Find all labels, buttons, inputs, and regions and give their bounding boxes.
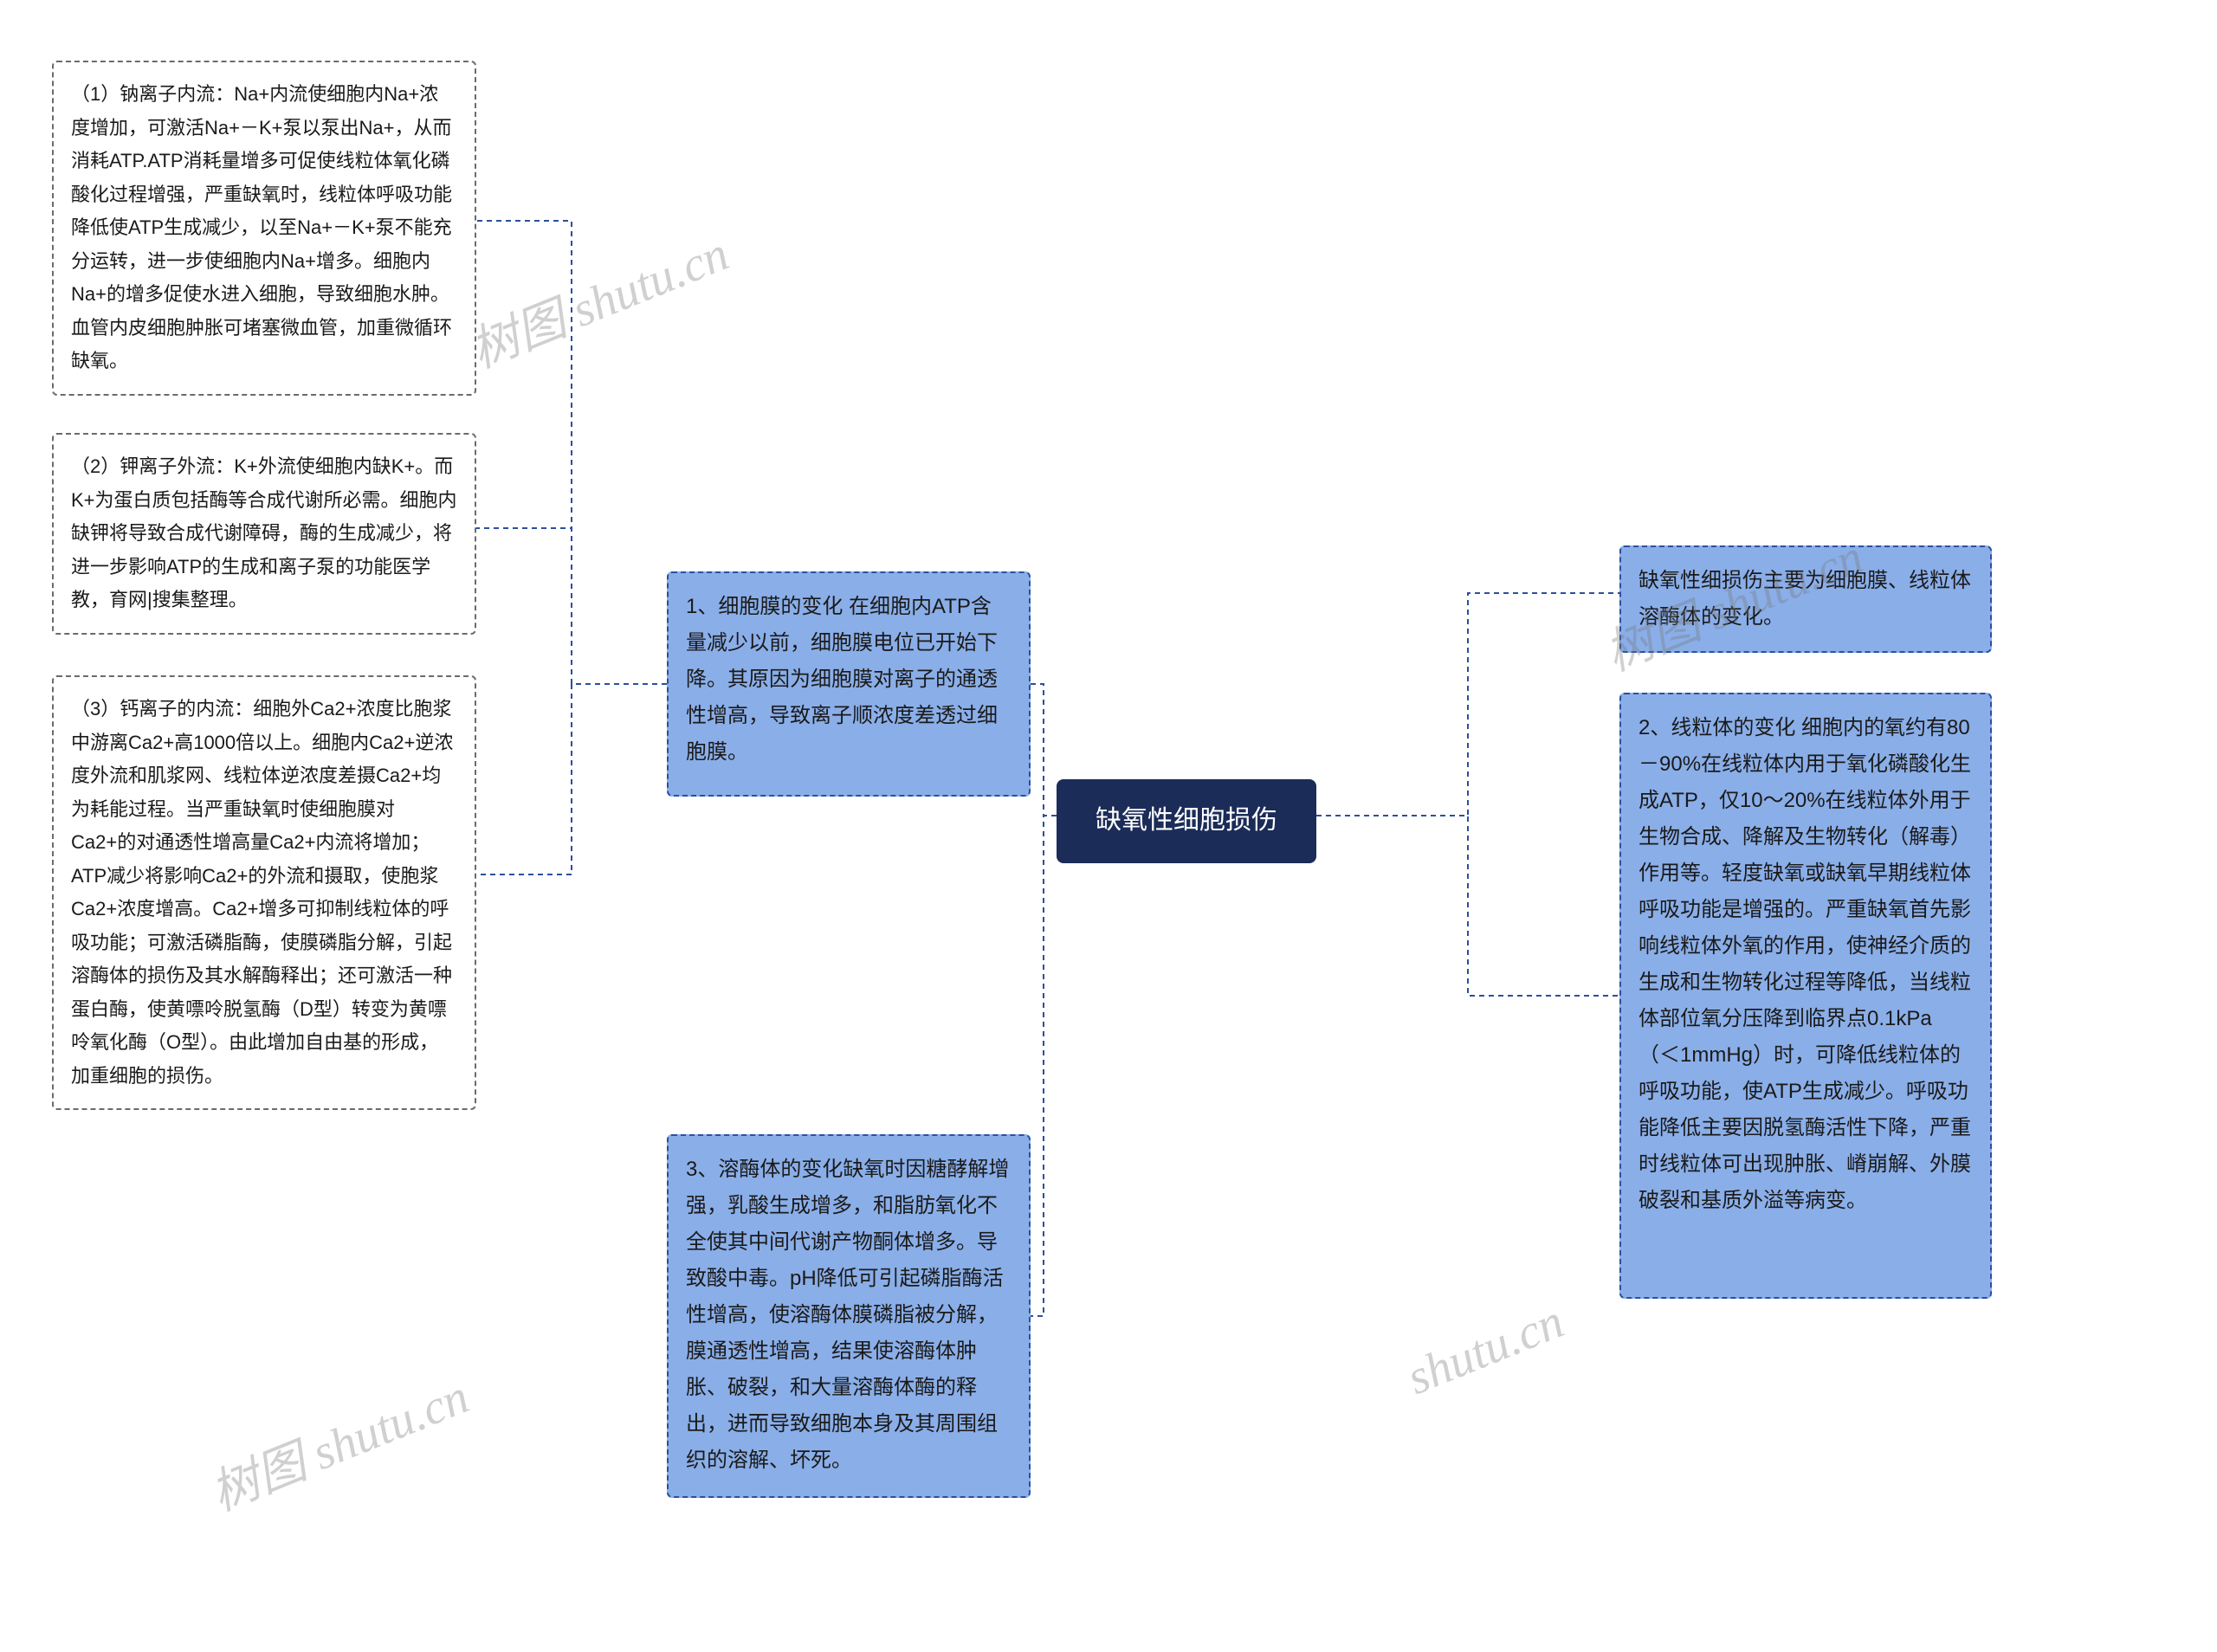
branch-3[interactable]: 3、溶酶体的变化缺氧时因糖酵解增强，乳酸生成增多，和脂肪氧化不全使其中间代谢产物…: [667, 1134, 1031, 1498]
branch-1-child-2[interactable]: （2）钾离子外流：K+外流使细胞内缺K+。而K+为蛋白质包括酶等合成代谢所必需。…: [52, 433, 476, 635]
branch-2[interactable]: 2、线粒体的变化 细胞内的氧约有80－90%在线粒体内用于氧化磷酸化生成ATP，…: [1619, 693, 1992, 1299]
root-node[interactable]: 缺氧性细胞损伤: [1057, 779, 1316, 863]
watermark: shutu.cn: [1399, 1294, 1571, 1406]
watermark: 树图 shutu.cn: [199, 1358, 478, 1525]
branch-1-child-3[interactable]: （3）钙离子的内流：细胞外Ca2+浓度比胞浆中游离Ca2+高1000倍以上。细胞…: [52, 675, 476, 1110]
mindmap-canvas: 缺氧性细胞损伤 1、细胞膜的变化 在细胞内ATP含量减少以前，细胞膜电位已开始下…: [0, 0, 2217, 1652]
branch-1-child-1[interactable]: （1）钠离子内流：Na+内流使细胞内Na+浓度增加，可激活Na+－K+泵以泵出N…: [52, 61, 476, 396]
branch-1[interactable]: 1、细胞膜的变化 在细胞内ATP含量减少以前，细胞膜电位已开始下降。其原因为细胞…: [667, 571, 1031, 797]
branch-intro[interactable]: 缺氧性细损伤主要为细胞膜、线粒体溶酶体的变化。: [1619, 545, 1992, 653]
watermark: 树图 shutu.cn: [459, 215, 738, 382]
